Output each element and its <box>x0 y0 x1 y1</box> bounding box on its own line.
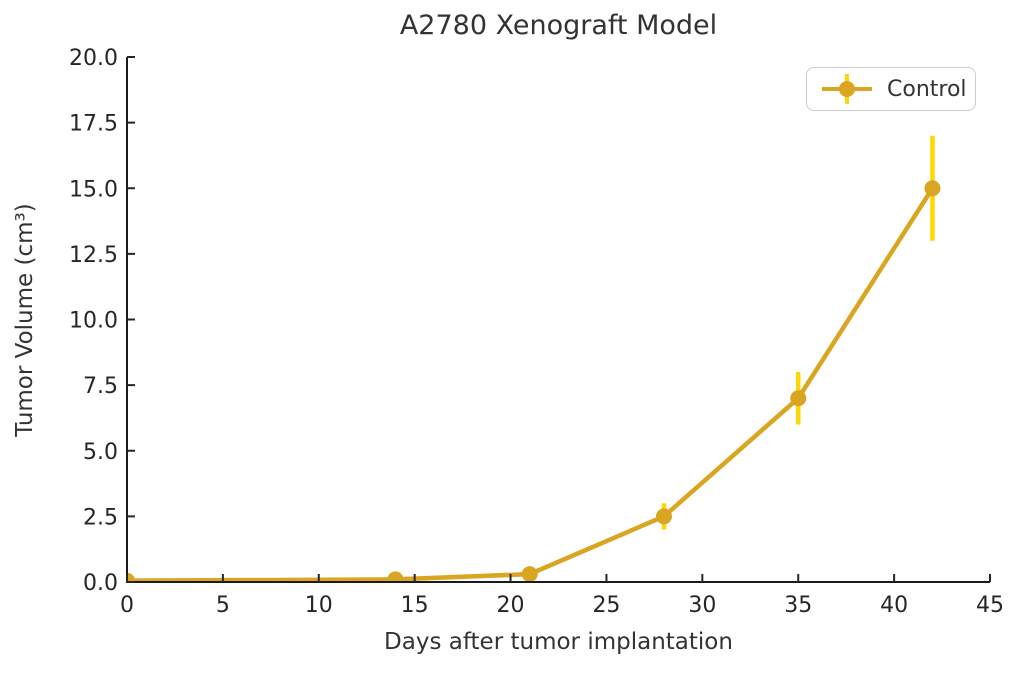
y-tick-label: 20.0 <box>69 46 118 71</box>
data-point <box>655 508 672 525</box>
x-tick-label: 45 <box>976 593 1004 618</box>
data-point <box>790 390 807 407</box>
y-axis-label: Tumor Volume (cm³) <box>12 203 38 437</box>
chart-title: A2780 Xenograft Model <box>399 10 718 41</box>
data-point <box>127 572 135 582</box>
y-tick-label: 12.5 <box>69 243 118 268</box>
y-tick-label: 5.0 <box>83 440 118 465</box>
x-tick-label: 15 <box>401 593 429 618</box>
x-tick-label: 0 <box>120 593 134 618</box>
y-tick-label: 0.0 <box>83 571 118 596</box>
y-tick-label: 7.5 <box>83 374 118 399</box>
x-tick-label: 30 <box>688 593 716 618</box>
legend-errorbar-icon <box>822 74 872 104</box>
x-tick-label: 40 <box>880 593 908 618</box>
y-tick-label: 10.0 <box>69 309 118 334</box>
x-tick-label: 5 <box>216 593 230 618</box>
data-line <box>127 187 935 582</box>
legend: Control <box>806 67 976 111</box>
y-tick-label: 2.5 <box>83 505 118 530</box>
x-tick-label: 25 <box>592 593 620 618</box>
x-tick-label: 20 <box>497 593 525 618</box>
data-point <box>521 566 538 582</box>
legend-label-control: Control <box>887 76 967 102</box>
data-point <box>924 180 941 197</box>
data-point <box>387 571 404 582</box>
x-tick-label: 10 <box>305 593 333 618</box>
y-tick-label: 17.5 <box>69 112 118 137</box>
series-group <box>127 135 941 582</box>
y-tick-label: 15.0 <box>69 177 118 202</box>
x-axis-label: Days after tumor implantation <box>384 629 733 655</box>
x-tick-label: 35 <box>784 593 812 618</box>
